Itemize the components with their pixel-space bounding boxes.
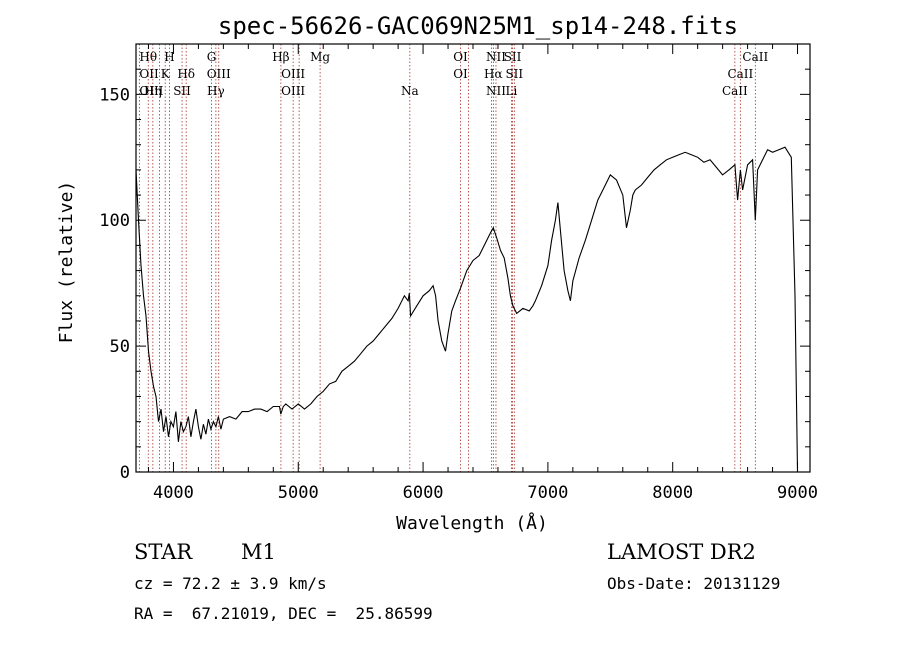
- y-tick-label: 50: [110, 337, 130, 357]
- line-label: OIII: [281, 67, 305, 81]
- x-axis: 4000 5000 6000 7000 8000 9000: [147, 44, 818, 503]
- line-label: OIII: [207, 67, 231, 81]
- line-label: Hδ: [177, 67, 195, 81]
- y-tick-label: 150: [99, 85, 130, 105]
- line-label: CaII: [742, 50, 768, 64]
- object-class: STAR: [134, 540, 193, 564]
- line-label: SII: [505, 67, 523, 81]
- line-label: Na: [401, 84, 419, 98]
- line-label: Hγ: [207, 84, 225, 98]
- line-label: SII: [173, 84, 191, 98]
- line-label: Mg: [310, 50, 330, 64]
- line-label: NII: [486, 50, 506, 64]
- line-label: OI: [453, 50, 468, 64]
- line-label: Hη: [144, 84, 162, 98]
- y-tick-label: 100: [99, 211, 130, 231]
- chart-title: spec-56626-GAC069N25M1_sp14-248.fits: [218, 12, 738, 40]
- emission-line-markers: [138, 44, 756, 472]
- line-label: SII: [504, 50, 522, 64]
- x-tick-label: 7000: [527, 483, 568, 503]
- line-label: Hθ: [139, 50, 157, 64]
- line-label: Hα: [484, 67, 503, 81]
- line-label: Hβ: [272, 50, 289, 64]
- line-label: CaII: [722, 84, 748, 98]
- x-axis-label: Wavelength (Å): [396, 512, 548, 534]
- object-subclass: M1: [241, 540, 276, 564]
- y-tick-label: 0: [120, 463, 130, 483]
- line-label: H: [164, 50, 174, 64]
- line-label: CaII: [727, 67, 753, 81]
- line-label: Li: [506, 84, 518, 98]
- line-label: OIII: [281, 84, 305, 98]
- observation-date: Obs-Date: 20131129: [607, 574, 781, 593]
- survey-name: LAMOST DR2: [607, 540, 756, 564]
- sky-coordinates: RA = 67.21019, DEC = 25.86599: [134, 604, 433, 623]
- y-axis: 0 50 100 150: [99, 43, 810, 483]
- line-label: OI: [453, 67, 468, 81]
- x-tick-label: 5000: [278, 483, 319, 503]
- x-tick-label: 9000: [777, 483, 818, 503]
- redshift-readout: cz = 72.2 ± 3.9 km/s: [134, 574, 327, 593]
- y-axis-label: Flux (relative): [56, 181, 77, 344]
- line-label: K: [161, 67, 171, 81]
- spectrum-line: [135, 146, 799, 473]
- line-label: NII: [486, 84, 506, 98]
- line-label: G: [207, 50, 217, 64]
- line-label: OII: [139, 67, 159, 81]
- x-tick-label: 8000: [652, 483, 693, 503]
- plot-frame: [135, 43, 811, 473]
- x-tick-label: 4000: [153, 483, 194, 503]
- x-tick-label: 6000: [403, 483, 444, 503]
